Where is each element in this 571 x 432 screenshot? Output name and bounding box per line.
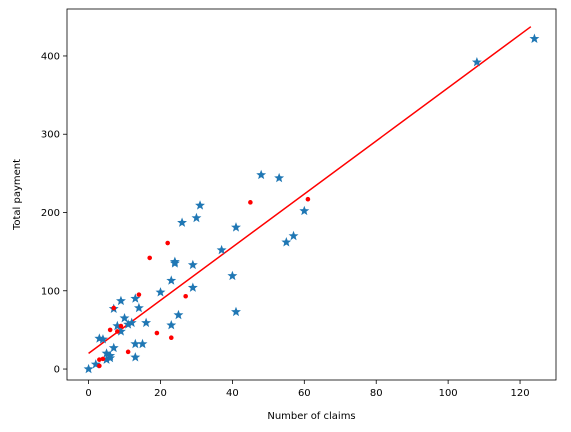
y-tick-label: 200 [41, 208, 60, 219]
data-point-dot [165, 240, 170, 246]
data-point-star [231, 222, 241, 232]
data-point-star [98, 334, 108, 344]
y-tick-label: 100 [41, 286, 60, 297]
data-point-star [288, 230, 299, 241]
x-tick-label: 40 [226, 388, 239, 399]
data-point-star [231, 306, 241, 317]
data-point-star [101, 354, 112, 364]
plot-area: 0 20 40 60 80 100 120 0 100 200 300 400 [41, 8, 557, 399]
data-point-star [195, 200, 205, 210]
data-point-dot [97, 357, 102, 362]
data-point-star [119, 312, 130, 323]
data-point-star [166, 275, 177, 285]
data-point-star [177, 217, 187, 227]
data-point-star [227, 270, 238, 281]
data-point-star [281, 237, 292, 247]
data-point-dot [183, 293, 188, 299]
x-tick-label: 20 [154, 388, 167, 399]
data-point-dot [97, 363, 102, 369]
data-point-star [101, 348, 112, 358]
data-point-star [126, 317, 137, 328]
x-tick-label: 80 [370, 388, 383, 399]
data-point-star [173, 309, 184, 320]
data-point-star [187, 282, 198, 292]
data-point-dot [115, 329, 120, 334]
data-point-dot [125, 349, 131, 355]
data-point-star [130, 352, 141, 362]
data-point-star [471, 57, 482, 67]
data-point-dot [168, 335, 174, 341]
data-point-dot [248, 200, 253, 205]
data-point-dot [147, 255, 152, 261]
data-point-star [166, 320, 177, 330]
data-point-star [130, 293, 141, 303]
data-point-star [216, 244, 227, 255]
data-point-star [529, 33, 540, 43]
data-point-star [299, 205, 310, 216]
data-point-star [105, 350, 116, 360]
data-point-star [191, 212, 202, 223]
data-point-star [256, 169, 267, 180]
data-point-star [83, 363, 94, 374]
x-tick-label: 120 [510, 388, 529, 399]
fit-line [88, 26, 532, 354]
x-tick-label: 60 [298, 388, 311, 399]
data-point-star [90, 359, 101, 369]
data-point-dot [154, 330, 160, 336]
data-point-star [112, 320, 123, 331]
data-point-star [141, 317, 152, 328]
data-point-star [155, 287, 166, 297]
data-point-dot [118, 323, 124, 329]
data-point-star [274, 172, 285, 183]
y-tick-label: 0 [54, 365, 60, 376]
data-point-dot [305, 196, 311, 202]
data-point-dot [100, 356, 106, 362]
data-point-star [169, 256, 180, 267]
data-point-dot [111, 305, 117, 311]
data-point-star [137, 338, 148, 349]
x-axis-label: Number of claims [267, 411, 355, 422]
data-point-star [115, 295, 126, 306]
data-point-dot [136, 292, 142, 297]
data-point-star [130, 338, 141, 349]
data-point-star [115, 326, 126, 336]
y-axis-label: Total payment [12, 159, 23, 231]
data-point-star [187, 259, 198, 270]
y-tick-label: 300 [41, 130, 60, 141]
axes-frame [66, 8, 557, 381]
data-point-star [108, 342, 119, 353]
data-point-dot [107, 327, 113, 333]
x-tick-label: 0 [85, 388, 91, 399]
data-point-star [123, 319, 134, 329]
data-point-star [133, 302, 144, 313]
y-tick-label: 400 [41, 51, 60, 62]
x-tick-label: 100 [439, 388, 458, 399]
